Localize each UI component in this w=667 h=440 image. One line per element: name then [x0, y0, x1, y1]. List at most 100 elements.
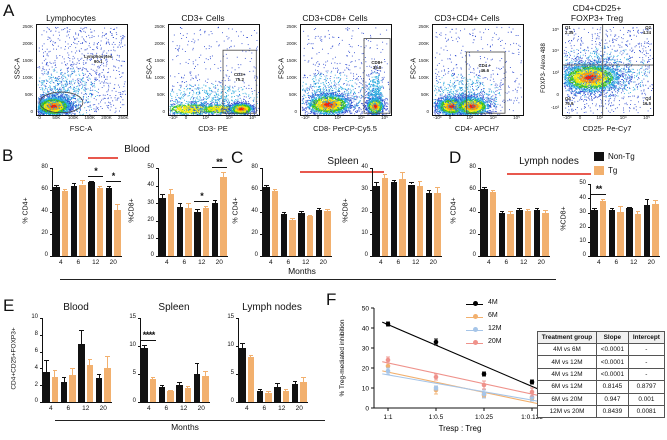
data-point-20M [529, 389, 535, 395]
bar-non-tg [373, 185, 380, 256]
y-tick-label: 20 [361, 208, 368, 215]
error-bar [611, 207, 613, 210]
quadrant-name: Q3 [645, 96, 651, 101]
y-axis [42, 318, 43, 402]
error-bar [222, 171, 224, 177]
error-bar-cap [618, 206, 623, 208]
y-tick-label: 8 [34, 331, 38, 338]
y-tick-mark [137, 318, 140, 319]
bar-non-tg [70, 185, 78, 256]
fit-line-12M [382, 373, 538, 402]
y-tick-mark [49, 190, 52, 191]
table-cell: <0.0001 [596, 355, 629, 369]
error-bar [161, 384, 163, 388]
flow-y-tick-label: 100K [286, 74, 297, 80]
x-tick-label: 4 [164, 259, 169, 266]
quadrant-name: Q1 [565, 25, 571, 30]
error-bar-cap [374, 182, 379, 184]
bar-non-tg [193, 374, 201, 402]
error-bar [170, 189, 172, 195]
y-tick-mark [39, 368, 42, 370]
error-bar [71, 367, 73, 376]
error-bar [54, 370, 56, 377]
y-tick-mark [137, 346, 140, 347]
y-tick-mark [39, 351, 42, 353]
bar-tg [271, 191, 279, 256]
x-tick-label: 20 [295, 405, 303, 412]
y-tick-mark [235, 346, 238, 347]
data-point-20M [385, 357, 391, 363]
y-tick-mark [39, 385, 42, 387]
y-tick-label: 0 [44, 252, 48, 259]
error-bar-cap [203, 370, 208, 372]
error-bar-cap [52, 370, 58, 372]
chart-spleen-cd8: %CD8+ 0 10 20 30 40 4 6 12 20 [343, 150, 448, 276]
error-bar-cap [301, 376, 306, 378]
y-tick-label: 80 [469, 164, 476, 171]
error-bar-cap [635, 211, 641, 213]
bar-non-tg [591, 209, 598, 256]
flow-y-tick-label: 10⁵ [552, 26, 559, 32]
flow-x-tick-label: -10³ [301, 115, 310, 120]
x-tick-label: 12 [520, 259, 528, 266]
error-bar [326, 208, 328, 211]
flow-x-tick-label: -10³ [433, 115, 442, 120]
error-bar [285, 388, 287, 391]
flow-plot-cell: CD3+CD8+ Cells CD8+ 35.8 CD8- PerCP-Cy5.5 FS… [272, 4, 400, 142]
error-bar-cap [97, 185, 103, 187]
quadrant-value: 76.9 [565, 100, 574, 106]
y-tick-mark [477, 256, 480, 257]
error-bar-cap [257, 389, 263, 391]
bar-non-tg [608, 209, 616, 256]
x-tick-label: 4 [58, 259, 63, 266]
flow-plot-canvas [169, 25, 259, 115]
error-bar [436, 186, 438, 194]
flow-plot-box: CD3+ 75.2 [168, 24, 260, 116]
y-tick-label: 40 [41, 208, 48, 215]
error-bar-cap [435, 186, 440, 188]
e-title-lymphnodes: Lymph nodes [242, 302, 302, 313]
x-tick-label: 6 [286, 259, 291, 266]
flow-y-tick-label: 10³ [552, 70, 559, 75]
flow-plot-box: CD8+ 35.8 [300, 24, 392, 116]
x-tick-label: 12 [278, 405, 286, 412]
flow-plot-canvas [301, 25, 391, 115]
bar-tg [524, 210, 532, 256]
x-tick-label: 20 [109, 259, 117, 266]
error-bar-cap [142, 344, 147, 346]
significance-line [194, 200, 210, 202]
data-point-20M [481, 382, 487, 388]
x-axis [590, 256, 660, 257]
legend-marker [472, 314, 478, 319]
x-tick-label: 12 [302, 259, 310, 266]
bar-non-tg [88, 182, 95, 256]
legend-item-4M: 4M [466, 299, 526, 310]
bar-tg [265, 393, 272, 402]
significance-stars: ** [595, 184, 603, 195]
bar-tg [489, 192, 497, 256]
legend-item-6M: 6M [466, 312, 526, 323]
legend-label-non-tg: Non-Tg [608, 152, 635, 161]
y-tick-label: 20 [147, 217, 154, 224]
treg-inhibition-plot: 0 10 20 30 40 50 1:1 1:0.5 1:0.25 1:0.125 Tresp : … [339, 305, 546, 433]
legend-marker [472, 301, 478, 306]
flow-y-tick-label: 250K [418, 24, 429, 30]
bar-non-tg [481, 188, 488, 256]
y-tick-mark [259, 234, 262, 235]
legend-label: 20M [488, 338, 502, 345]
flow-x-tick-label: 50K [52, 115, 61, 120]
bar-non-tg [390, 182, 398, 256]
error-bar-cap [316, 208, 322, 210]
x-tick-label: 12 [630, 259, 638, 266]
error-bar [527, 208, 529, 211]
y-tick-mark [235, 374, 238, 375]
y-tick-label: 80 [41, 164, 48, 171]
significance-stars: * [111, 170, 116, 181]
bar-non-tg [211, 203, 219, 256]
data-point-12M [385, 368, 391, 374]
y-tick-mark [259, 168, 262, 169]
table-cell: 0.8145 [596, 380, 629, 394]
y-tick-label: 50 [147, 164, 154, 171]
y-tick-label: 40 [361, 164, 368, 171]
y-tick-label: 10 [31, 314, 38, 321]
